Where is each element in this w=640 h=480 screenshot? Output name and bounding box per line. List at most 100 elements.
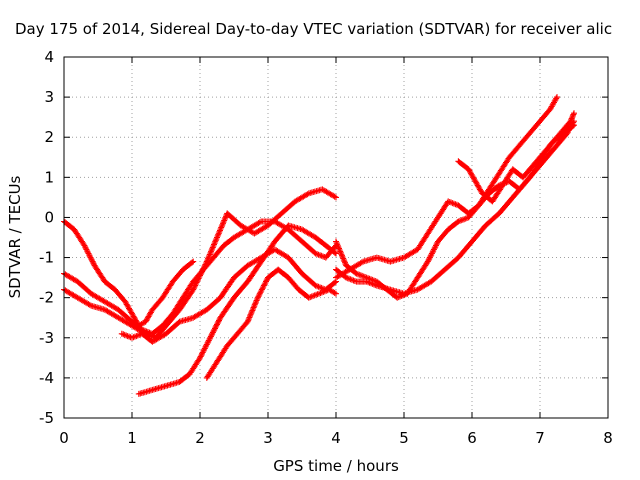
data-point [117,309,119,311]
data-point [274,240,276,243]
data-point [417,277,419,279]
data-point [447,228,449,231]
data-point [457,220,459,223]
data-point [257,297,259,299]
data-point [563,132,565,134]
data-point [355,273,357,275]
data-point [179,321,181,323]
data-point [165,325,167,327]
data-point [260,260,262,263]
plot-frame [63,56,609,419]
y-axis-label: SDTVAR / TECUs [6,175,24,298]
data-point [162,297,164,299]
data-point [192,281,194,283]
data-point [335,240,337,243]
axis-ticks: 0 1 2 3 4 5 6 7 8 -5 -4 -3 -2 -1 0 1 2 3 4 [39,48,613,447]
data-point [573,120,575,122]
y-tick-label: -3 [39,329,54,347]
y-tick-label: 4 [44,48,54,66]
data-point [522,176,524,178]
data-point [274,248,276,251]
data-point [287,277,289,279]
data-point [301,273,303,275]
data-point [301,240,303,243]
y-tick-label: 1 [44,168,54,186]
data-point [233,277,235,279]
data-point [209,337,211,339]
data-point [437,216,439,219]
data-point [141,333,143,335]
series-track-j [455,122,577,205]
data-point [519,144,521,146]
data-point [104,301,106,303]
x-tick-label: 1 [127,429,137,447]
data-point [240,224,242,227]
data-point [189,373,191,375]
data-point [90,293,92,295]
data-point [77,281,79,283]
data-point [498,172,500,174]
data-point [172,281,174,283]
data-point [417,289,419,291]
data-point [345,277,347,279]
y-tick-label: -2 [39,289,54,307]
data-point [216,361,218,363]
series-track-i [333,110,577,281]
data-point [206,309,208,311]
x-axis-label: GPS time / hours [273,457,399,475]
data-point [260,256,262,259]
data-point [138,393,140,395]
y-tick-label: 0 [44,208,54,226]
data-series [61,94,577,397]
data-point [236,333,238,335]
data-point [321,188,323,190]
data-point [315,252,317,255]
data-point [233,297,235,299]
data-point [179,381,181,383]
data-point [376,281,378,283]
data-point [145,321,147,323]
data-point [542,152,545,154]
y-tick-label: -5 [39,409,54,427]
data-point [73,228,75,231]
data-point [335,293,337,295]
x-tick-label: 4 [331,429,341,447]
data-point [165,385,167,387]
data-point [192,317,194,319]
data-point [457,256,459,259]
data-point [287,224,289,227]
data-point [553,148,555,150]
data-point [315,236,317,239]
data-point [498,184,500,186]
data-point [179,309,181,311]
data-point [366,277,368,279]
data-point [104,281,106,283]
data-point [165,333,167,335]
data-point [199,357,201,359]
data-point [488,192,490,194]
data-point [529,176,531,178]
data-point [335,281,337,283]
data-point [301,228,303,231]
data-point [556,96,558,98]
data-point [247,264,249,267]
data-point [192,289,194,291]
data-point [121,333,123,335]
data-point [267,277,269,279]
data-point [131,321,133,323]
data-point [529,132,531,134]
data-point [206,377,208,379]
data-point [253,232,255,235]
data-point [485,224,487,227]
data-point [430,281,432,283]
y-tick-label: -4 [39,369,54,387]
data-point [104,309,106,311]
data-point [549,108,551,110]
data-point [131,313,133,315]
data-point [355,281,357,283]
data-point [226,212,228,215]
data-point [468,212,470,215]
data-point [437,240,439,243]
data-point [192,260,194,263]
